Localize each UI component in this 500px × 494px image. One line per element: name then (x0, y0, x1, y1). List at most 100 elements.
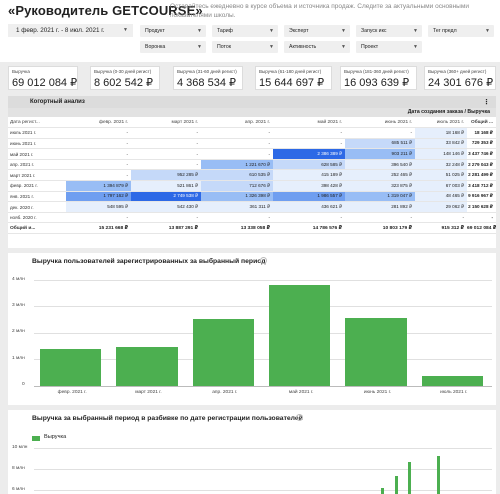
x-tick-label: май 2021 г. (288, 390, 314, 395)
table-cell: 361 311 ₽ (201, 201, 273, 213)
table-cell: - (66, 169, 131, 182)
y-tick-label: 1 млн (12, 356, 25, 361)
table-cell: 521 861 ₽ (131, 180, 201, 192)
table-cell-total: 2 281 499 ₽ (467, 169, 496, 182)
filter-tariff[interactable]: Тариф ▼ (212, 25, 278, 37)
table-row: дек. 2020 г. 548 595 ₽ 542 430 ₽ 361 311… (8, 201, 496, 213)
table-cell: - (131, 127, 201, 139)
kpi-value: 24 301 676 ₽ (428, 77, 494, 89)
table-cell: 148 146 ₽ (415, 148, 467, 160)
cohort-table: Дата регист... февр. 2021 г. март 2021 г… (8, 117, 496, 235)
row-label: нояб. 2020 г. (8, 212, 66, 224)
kpi-label: Выручка (0-30 дней регист) (94, 69, 152, 74)
table-cell: - (345, 212, 415, 224)
bar (192, 318, 254, 386)
column-header[interactable]: май 2021 г. (273, 117, 345, 129)
report-header: «Руководитель GETCOURSE» Оставайтесь еже… (0, 0, 500, 62)
table-cell: 1 319 047 ₽ (345, 191, 415, 203)
table-row: май 2021 г. - - - 2 386 389 ₽ 903 211 ₽ … (8, 148, 496, 160)
chevron-down-icon: ▼ (341, 44, 346, 50)
table-cell: - (131, 148, 201, 160)
x-tick-label: февр. 2021 г. (57, 390, 87, 395)
table-row: июль 2021 г. - - - - - 18 168 ₽ 18 168 ₽ (8, 127, 496, 139)
filter-stream[interactable]: Поток ▼ (212, 41, 278, 53)
cohort-analysis-panel: Когортный анализ ⋮ Дата создания заказа … (8, 96, 496, 248)
bar (437, 456, 440, 494)
filter-funnel[interactable]: Воронка ▼ (140, 41, 206, 53)
kpi-label: Выручка (12, 69, 30, 74)
kpi-value: 4 368 534 ₽ (177, 77, 236, 89)
bar (40, 349, 102, 386)
table-cell: 323 875 ₽ (345, 180, 415, 192)
filter-expert[interactable]: Эксперт ▼ (284, 25, 350, 37)
date-range-picker[interactable]: 1 февр. 2021 г. - 8 июл. 2021 г. ▼ (8, 24, 133, 37)
table-cell: 1 986 557 ₽ (273, 191, 345, 203)
table-cell-total: 69 012 084 ₽ (467, 222, 496, 235)
gridline (34, 333, 492, 334)
kpi-value: 69 012 084 ₽ (12, 77, 78, 89)
kpi-revenue-360-plus: Выручка (360+ дней регист) 24 301 676 ₽ (424, 66, 496, 90)
filter-offer-tag[interactable]: Тег предл ▼ (428, 25, 494, 37)
x-tick-label: июль 2021 г. (440, 390, 468, 395)
filter-label: Проект (361, 44, 379, 50)
table-row: март 2021 г. - 952 285 ₽ 610 535 ₽ 415 1… (8, 169, 496, 182)
column-header[interactable]: июнь 2021 г. (345, 117, 415, 129)
kpi-label: Выручка (31-60 дней регист) (177, 69, 237, 74)
table-row: нояб. 2020 г. - - - - - - - (8, 212, 496, 224)
table-cell: 32 248 ₽ (415, 159, 467, 171)
filter-label: Тег предл (433, 28, 457, 34)
table-cell: - (201, 212, 273, 224)
kpi-revenue-0-30: Выручка (0-30 дней регист) 8 602 542 ₽ (90, 66, 160, 90)
table-row: февр. 2021 г. 1 394 879 ₽ 521 861 ₽ 712 … (8, 180, 496, 192)
y-tick-label: 8 млн (12, 466, 25, 471)
filter-label: Поток (217, 44, 231, 50)
row-label: янв. 2021 г. (8, 191, 66, 203)
gridline (34, 490, 492, 491)
gridline (34, 359, 492, 360)
row-label: февр. 2021 г. (8, 180, 66, 192)
row-label: дек. 2020 г. (8, 201, 66, 213)
column-header[interactable]: Общий ... (467, 117, 496, 129)
filter-launch[interactable]: Запуск икс ▼ (356, 25, 422, 37)
cohort-group-header: Дата создания заказа / Выручка (8, 108, 496, 117)
table-cell: - (273, 127, 345, 139)
chevron-down-icon: ▼ (341, 28, 346, 34)
kpi-revenue-31-60: Выручка (31-60 дней регист) 4 368 534 ₽ (173, 66, 243, 90)
y-tick-label: 0 (22, 382, 25, 387)
y-tick-label: 4 млн (12, 277, 25, 282)
column-header[interactable]: апр. 2021 г. (201, 117, 273, 129)
column-header[interactable]: февр. 2021 г. (66, 117, 131, 129)
chevron-down-icon: ▼ (269, 44, 274, 50)
cohort-title-text: Когортный анализ (30, 99, 85, 105)
more-options-icon[interactable]: ⋮ (483, 99, 490, 106)
bar (269, 284, 331, 386)
table-cell: 2 386 389 ₽ (273, 148, 345, 160)
info-icon[interactable] (260, 257, 267, 264)
kpi-value: 16 093 639 ₽ (344, 77, 410, 89)
table-cell: - (66, 148, 131, 160)
table-cell: 48 465 ₽ (415, 191, 467, 203)
info-icon[interactable] (296, 414, 303, 421)
column-header[interactable]: июль 2021 г. (415, 117, 467, 129)
column-header[interactable]: Дата регист... (8, 117, 66, 129)
table-cell: 13 887 291 ₽ (131, 222, 201, 235)
chevron-down-icon: ▼ (485, 28, 490, 34)
filter-activity[interactable]: Активность ▼ (284, 41, 350, 53)
filter-project[interactable]: Проект ▼ (356, 41, 422, 53)
table-cell: 51 025 ₽ (415, 169, 467, 182)
row-label: март 2021 г. (8, 169, 66, 182)
filter-product[interactable]: Продукт ▼ (140, 25, 206, 37)
table-cell: 10 803 179 ₽ (345, 222, 415, 235)
table-cell-total: 9 916 967 ₽ (467, 191, 496, 203)
table-cell: - (345, 127, 415, 139)
gridline (34, 280, 492, 281)
table-row: апр. 2021 г. - - 1 221 670 ₽ 628 585 ₽ 3… (8, 159, 496, 171)
table-cell: 542 430 ₽ (131, 201, 201, 213)
bar (421, 376, 483, 386)
row-label: апр. 2021 г. (8, 159, 66, 171)
table-cell-total: 729 353 ₽ (467, 138, 496, 150)
column-header[interactable]: март 2021 г. (131, 117, 201, 129)
table-row: июнь 2021 г. - - - - 685 511 ₽ 33 842 ₽ … (8, 138, 496, 150)
table-cell: 18 168 ₽ (415, 127, 467, 139)
table-cell: 33 842 ₽ (415, 138, 467, 150)
